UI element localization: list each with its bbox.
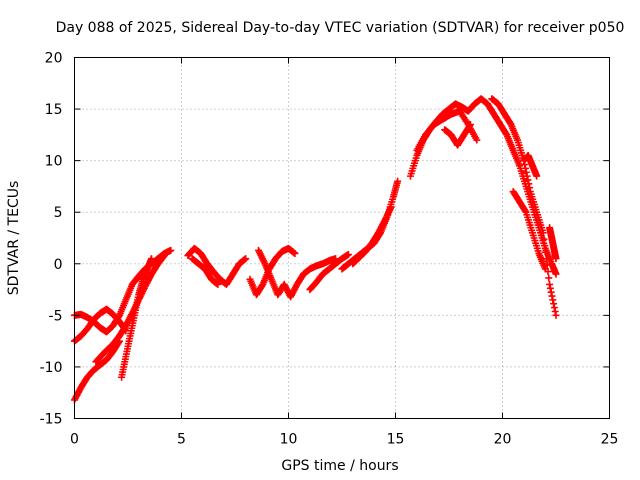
x-tick-label: 20 — [494, 432, 512, 448]
series-arc — [509, 188, 549, 273]
data-points — [71, 95, 560, 404]
series-arc — [184, 244, 250, 288]
data-point-marker — [242, 255, 250, 263]
data-point-marker — [541, 242, 549, 250]
series-arc — [306, 251, 352, 294]
data-point-marker — [387, 203, 395, 211]
y-tick-label: 15 — [45, 102, 63, 118]
data-point-marker — [521, 207, 529, 215]
series-arc — [520, 151, 541, 180]
data-point-marker — [546, 284, 554, 292]
data-point-marker — [542, 248, 550, 256]
data-point-marker — [466, 122, 474, 130]
series-arc — [71, 337, 123, 404]
series-arc — [188, 255, 222, 288]
y-axis-label: SDTVAR / TECUs — [6, 181, 22, 296]
data-point-marker — [524, 176, 532, 184]
data-point-marker — [539, 229, 547, 237]
data-point-marker — [549, 296, 557, 304]
y-tick-label: -15 — [40, 412, 63, 428]
x-axis-label: GPS time / hours — [281, 458, 398, 474]
data-point-marker — [533, 172, 541, 180]
data-point-marker — [526, 184, 534, 192]
series-arc — [246, 244, 299, 299]
x-tick-label: 15 — [387, 432, 405, 448]
x-tick-label: 10 — [280, 432, 298, 448]
x-tick-label: 5 — [177, 432, 186, 448]
series-arc — [413, 107, 481, 154]
data-point-marker — [548, 292, 556, 300]
data-point-marker — [541, 265, 549, 273]
data-point-marker — [167, 246, 175, 254]
y-tick-label: 5 — [54, 205, 63, 221]
data-point-marker — [160, 253, 168, 261]
y-tick-label: -10 — [40, 360, 63, 376]
data-point-marker — [546, 280, 554, 288]
y-tick-label: 20 — [45, 51, 63, 67]
data-point-marker — [473, 136, 481, 144]
data-point-marker — [540, 235, 548, 243]
data-point-marker — [160, 252, 168, 260]
series-arc — [349, 203, 395, 268]
plot-frame — [74, 57, 610, 419]
data-point-marker — [148, 255, 156, 263]
data-point-marker — [551, 307, 559, 315]
data-point-marker — [545, 274, 553, 282]
data-point-marker — [214, 280, 222, 288]
data-point-marker — [394, 177, 402, 185]
data-point-marker — [552, 255, 560, 263]
y-tick-label: 0 — [54, 257, 63, 273]
series-arc — [546, 224, 560, 263]
data-point-marker — [550, 300, 558, 308]
axis-ticks: 0 5 10 15 20 25 -15 -10 -5 0 5 10 15 20 — [40, 51, 619, 448]
y-tick-label: 10 — [45, 154, 63, 170]
series-arc — [255, 246, 340, 301]
x-tick-label: 0 — [70, 432, 79, 448]
data-point-marker — [552, 270, 560, 278]
data-point-marker — [523, 172, 531, 180]
x-tick-label: 25 — [601, 432, 619, 448]
data-point-marker — [522, 164, 530, 172]
data-point-marker — [522, 168, 530, 176]
series-arc — [441, 121, 474, 149]
grid-lines — [74, 57, 610, 419]
y-tick-label: -5 — [49, 308, 63, 324]
chart-title: Day 088 of 2025, Sidereal Day-to-day VTE… — [56, 20, 625, 36]
data-point-marker — [291, 249, 299, 257]
data-point-marker — [525, 180, 533, 188]
data-point-marker — [547, 288, 555, 296]
data-point-marker — [344, 251, 352, 259]
series-arc — [118, 255, 156, 381]
data-point-marker — [550, 304, 558, 312]
data-point-marker — [466, 121, 474, 129]
data-point-marker — [552, 311, 560, 319]
